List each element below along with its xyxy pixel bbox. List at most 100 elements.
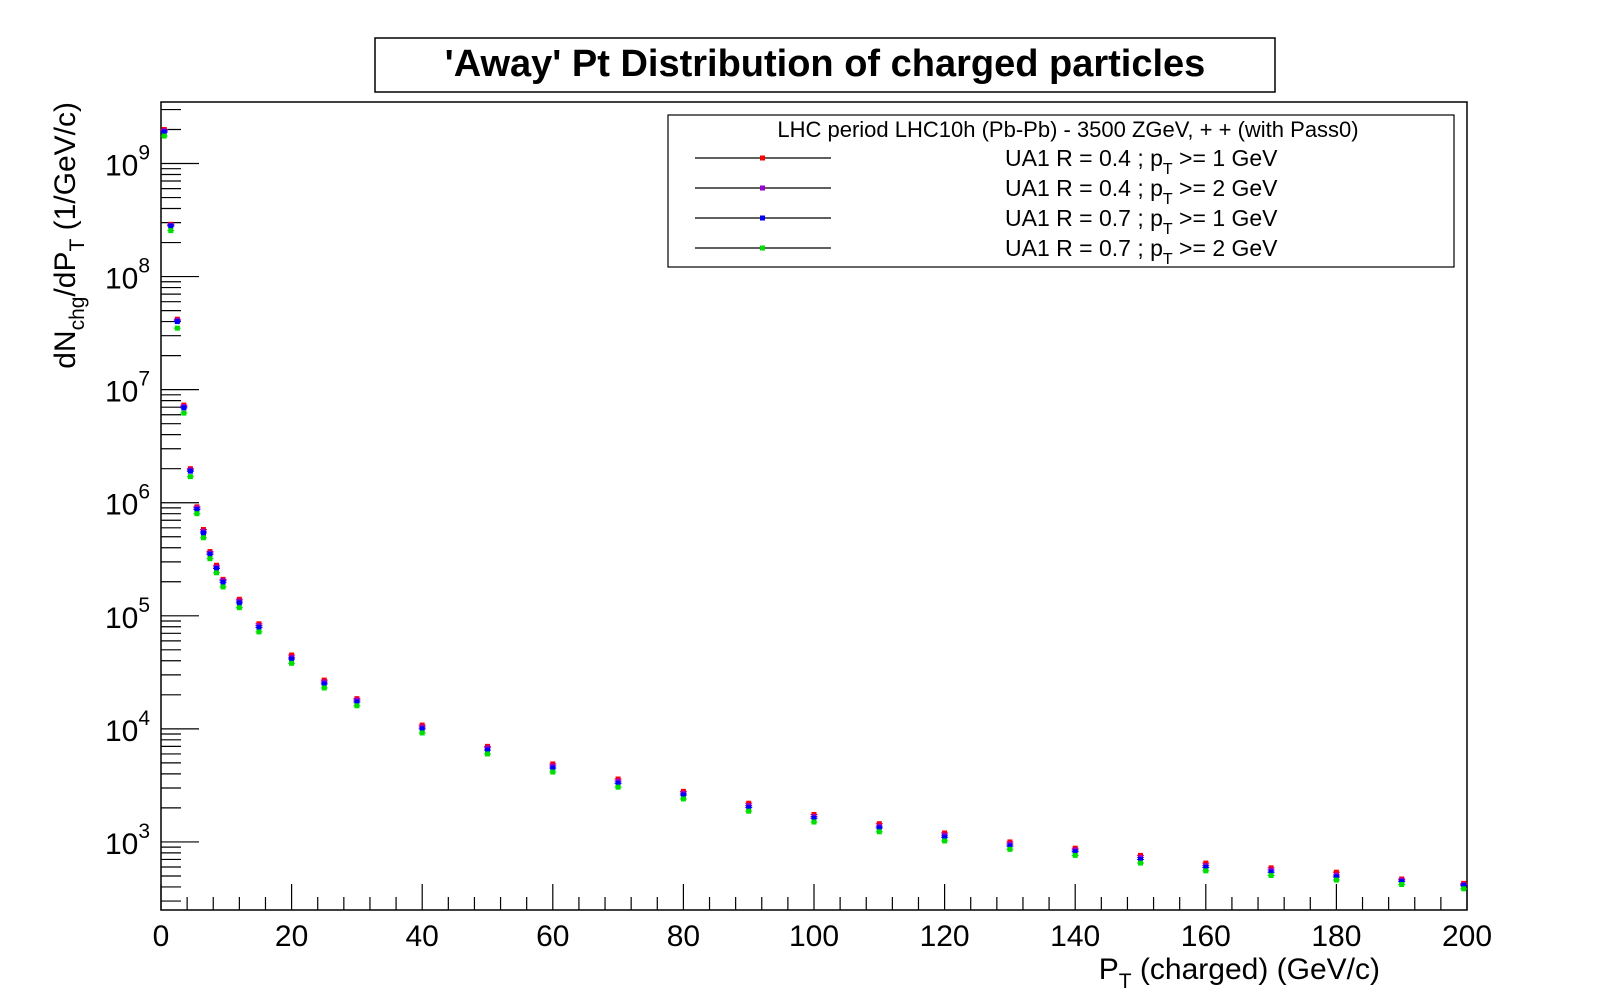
data-point <box>289 656 295 662</box>
data-point <box>207 551 213 557</box>
data-point <box>1007 843 1013 849</box>
legend-marker <box>760 215 765 221</box>
data-point <box>194 511 200 517</box>
data-point <box>419 730 425 736</box>
data-point <box>181 405 187 411</box>
data-point <box>168 228 174 234</box>
data-point <box>1072 849 1078 855</box>
y-tick-label: 103 <box>105 820 150 861</box>
x-tick-label: 140 <box>1050 920 1100 953</box>
legend-marker <box>760 185 765 191</box>
data-point <box>1268 872 1274 878</box>
legend-entry: UA1 R = 0.7 ; pT >= 2 GeV <box>695 235 1278 268</box>
data-point <box>220 584 226 590</box>
legend: LHC period LHC10h (Pb-Pb) - 3500 ZGeV, +… <box>667 114 1455 268</box>
data-point <box>174 325 180 331</box>
data-point <box>236 600 242 606</box>
data-point <box>1203 868 1209 874</box>
y-tick-label: 106 <box>105 481 150 522</box>
data-point <box>1203 864 1209 870</box>
data-point <box>220 579 226 585</box>
data-point <box>214 565 220 571</box>
data-point <box>289 660 295 666</box>
data-point <box>161 133 167 139</box>
legend-marker <box>760 155 765 161</box>
data-point <box>811 815 817 821</box>
data-point <box>1333 869 1339 875</box>
data-point <box>680 792 686 798</box>
y-axis-label: dNchg/dPT (1/GeV/c) <box>49 102 89 369</box>
data-point <box>1138 856 1143 862</box>
data-point <box>207 556 213 562</box>
data-point <box>256 624 262 630</box>
data-point <box>200 530 206 536</box>
legend-label: UA1 R = 0.4 ; pT >= 1 GeV <box>1005 145 1278 178</box>
data-point <box>1461 883 1467 889</box>
data-point <box>550 765 556 771</box>
series-3 <box>160 129 1468 889</box>
y-tick-label: 105 <box>105 594 150 635</box>
data-point <box>942 834 948 840</box>
data-series-group <box>160 126 1468 892</box>
y-tick-label: 108 <box>105 255 150 296</box>
legend-entry: UA1 R = 0.4 ; pT >= 1 GeV <box>695 145 1278 178</box>
data-point <box>485 751 490 757</box>
legend-entry: UA1 R = 0.4 ; pT >= 2 GeV <box>695 175 1278 208</box>
data-point <box>161 129 167 135</box>
data-point <box>1072 852 1078 858</box>
data-point <box>1461 886 1467 892</box>
x-tick-label: 60 <box>536 920 569 953</box>
data-point <box>1399 879 1405 885</box>
data-point <box>174 319 180 325</box>
data-point <box>321 681 327 687</box>
x-tick-label: 0 <box>153 920 170 953</box>
data-point <box>876 829 882 835</box>
data-point <box>1138 860 1143 866</box>
x-axis: 0 20 40 60 80 100 120 140 160 180 200 <box>153 884 1492 953</box>
legend-marker <box>760 245 765 251</box>
x-tick-label: 200 <box>1442 920 1492 953</box>
data-point <box>354 699 360 705</box>
data-point <box>200 535 206 541</box>
data-point <box>615 784 621 790</box>
data-point <box>942 838 948 844</box>
chart-title-box: 'Away' Pt Distribution of charged partic… <box>374 37 1276 93</box>
x-tick-label: 40 <box>406 920 439 953</box>
data-point <box>236 605 242 611</box>
y-axis: 103 104 105 106 107 108 109 <box>105 108 199 902</box>
data-point <box>187 468 193 474</box>
data-point <box>168 223 174 229</box>
data-point <box>181 410 187 416</box>
data-point <box>746 808 752 814</box>
data-point <box>811 819 817 825</box>
series-4 <box>160 133 1468 892</box>
chart-title: 'Away' Pt Distribution of charged partic… <box>445 43 1206 85</box>
data-point <box>1333 874 1339 880</box>
data-point <box>746 804 752 810</box>
data-point <box>550 769 556 775</box>
data-point <box>615 780 621 786</box>
data-point <box>194 507 200 513</box>
x-tick-label: 120 <box>920 920 970 953</box>
y-tick-label: 104 <box>105 707 150 748</box>
data-point <box>485 747 490 753</box>
data-point <box>187 474 193 480</box>
data-point <box>419 726 425 732</box>
legend-label: UA1 R = 0.4 ; pT >= 2 GeV <box>1005 175 1278 208</box>
data-point <box>1268 869 1274 875</box>
legend-label: UA1 R = 0.7 ; pT >= 1 GeV <box>1005 205 1278 238</box>
y-tick-label: 107 <box>105 368 150 409</box>
data-point <box>680 796 686 802</box>
data-point <box>214 570 220 576</box>
data-point <box>1007 846 1013 852</box>
x-tick-label: 160 <box>1181 920 1231 953</box>
data-point <box>1333 877 1339 883</box>
data-point <box>876 825 882 831</box>
legend-box <box>667 114 1455 268</box>
data-point <box>321 685 327 691</box>
x-tick-label: 180 <box>1311 920 1361 953</box>
x-tick-label: 20 <box>275 920 308 953</box>
y-tick-label: 109 <box>105 142 150 183</box>
x-axis-label: PT (charged) (GeV/c) <box>1099 953 1380 993</box>
